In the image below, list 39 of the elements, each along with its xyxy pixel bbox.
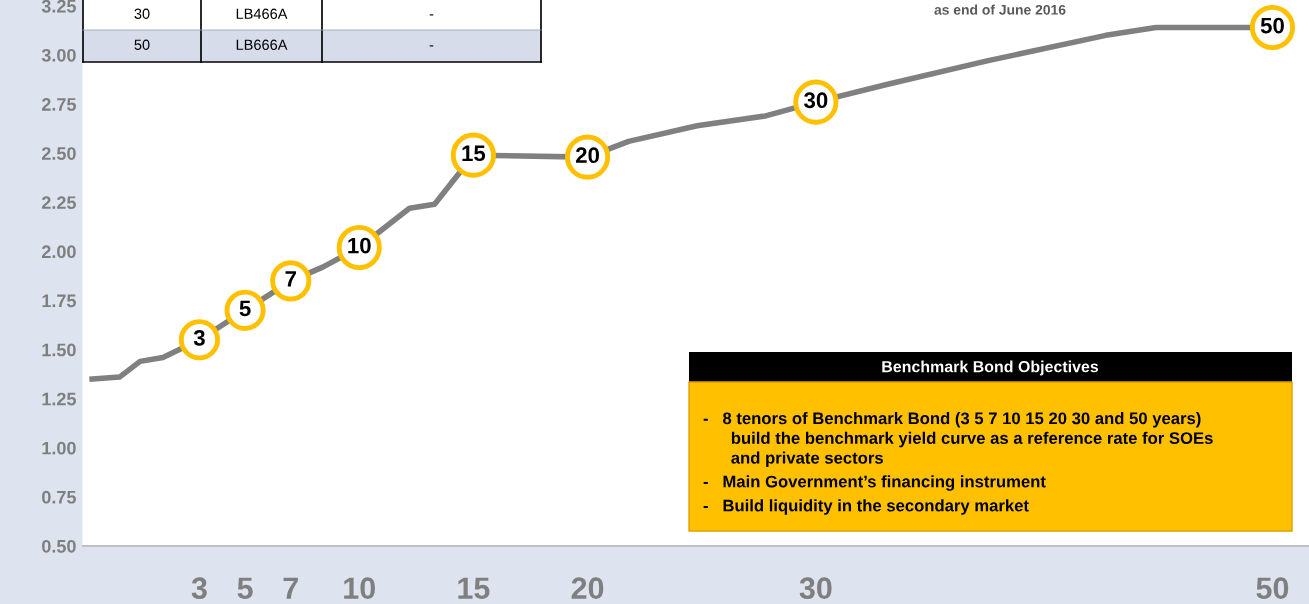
x-tick-label: 7 xyxy=(283,577,298,599)
annotation: - xyxy=(429,14,434,16)
annotation: LB466A xyxy=(236,8,288,19)
annotation: 10 xyxy=(348,237,371,254)
annotation: 5 xyxy=(239,300,251,317)
annotation: as end of June 2016 xyxy=(934,4,1066,15)
y-tick-label: 1.50 xyxy=(42,343,76,357)
y-tick-label: 2.50 xyxy=(41,147,76,160)
annotation: 30 xyxy=(134,8,150,19)
annotation: Benchmark Bond Objectives xyxy=(882,360,1099,376)
x-tick-label: 50 xyxy=(1256,577,1289,599)
annotation: 20 xyxy=(575,147,599,164)
annotation: 7 xyxy=(285,271,296,287)
annotation: 15 xyxy=(462,145,486,162)
x-tick-label: 3 xyxy=(191,577,207,600)
annotation: LB666A xyxy=(236,39,288,50)
annotation: - xyxy=(429,45,434,47)
x-tick-label: 10 xyxy=(344,577,375,599)
y-tick-label: 0.50 xyxy=(42,539,76,553)
y-tick-label: 0.75 xyxy=(42,490,76,504)
annotation: 3 xyxy=(193,330,205,346)
y-tick-label: 3.25 xyxy=(41,0,76,13)
y-tick-label: 1.00 xyxy=(42,441,76,455)
y-tick-label: 2.00 xyxy=(41,245,76,259)
annotation: 30 xyxy=(804,92,828,109)
annotation: - 8 tenors of Benchmark Bond (3 5 7 10 15 20 30 and 50 years) build the benchmark yield curve as a reference rate for SOEs and private sectors xyxy=(703,412,1213,468)
x-tick-label: 30 xyxy=(799,577,832,600)
y-tick-label: 1.25 xyxy=(42,392,76,406)
y-tick-label: 2.25 xyxy=(41,196,76,210)
annotation: - Main Government’s financing instrument xyxy=(703,475,1046,491)
y-tick-label: 2.75 xyxy=(41,98,76,111)
x-tick-label: 20 xyxy=(571,577,604,599)
x-tick-label: 5 xyxy=(237,577,253,599)
x-tick-label: 15 xyxy=(458,577,490,599)
annotation: 50 xyxy=(1260,17,1284,34)
y-tick-label: 3.00 xyxy=(41,48,76,62)
y-tick-label: 1.75 xyxy=(42,294,76,308)
annotation: 50 xyxy=(134,39,150,50)
annotation: - Build liquidity in the secondary market xyxy=(703,499,1029,515)
